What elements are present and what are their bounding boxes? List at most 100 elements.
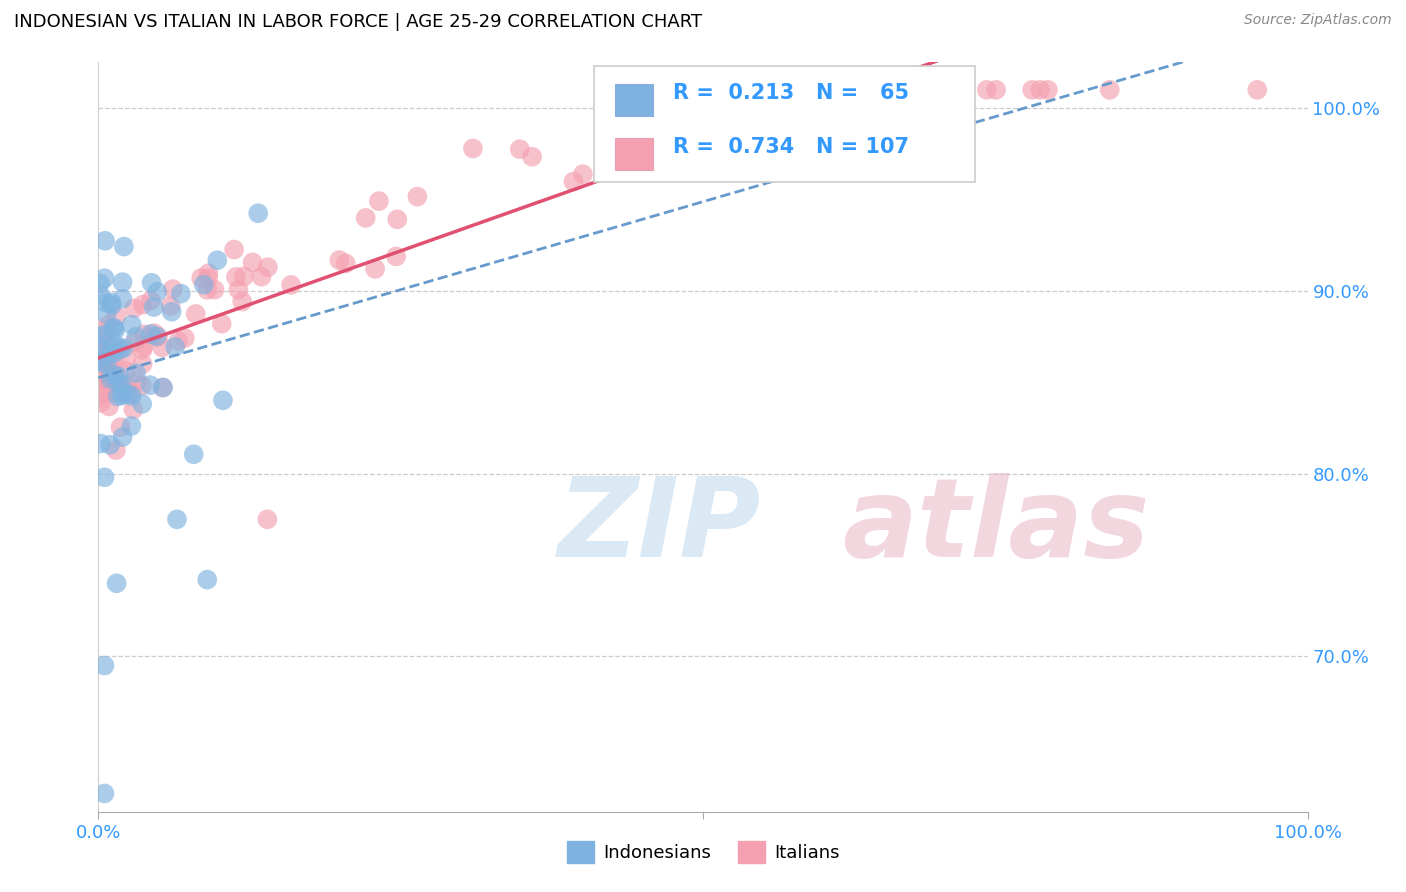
Point	[766, 83, 789, 97]
Point	[142, 300, 165, 314]
Point	[90, 354, 112, 368]
Point	[228, 283, 250, 297]
Point	[93, 327, 115, 342]
Point	[150, 341, 173, 355]
Point	[111, 430, 134, 444]
Point	[103, 321, 125, 335]
Point	[107, 389, 129, 403]
Point	[387, 212, 409, 227]
Point	[104, 349, 127, 363]
Point	[117, 387, 139, 401]
Point	[90, 396, 112, 410]
Point	[165, 340, 187, 354]
Point	[738, 83, 761, 97]
Point	[101, 341, 124, 355]
Point	[132, 339, 155, 353]
Point	[124, 335, 146, 350]
Point	[159, 299, 181, 313]
Point	[721, 83, 744, 97]
FancyBboxPatch shape	[595, 66, 976, 182]
Point	[1029, 83, 1052, 97]
Point	[197, 266, 219, 280]
Point	[152, 381, 174, 395]
Point	[661, 132, 683, 146]
Point	[887, 83, 910, 97]
Point	[94, 366, 117, 380]
Point	[1021, 83, 1043, 97]
Point	[166, 512, 188, 526]
Point	[93, 470, 115, 484]
Point	[204, 283, 226, 297]
Point	[121, 389, 143, 403]
Point	[111, 378, 134, 392]
Point	[520, 150, 543, 164]
Point	[101, 384, 124, 398]
Point	[121, 386, 143, 401]
Point	[385, 249, 408, 263]
Point	[111, 275, 134, 289]
Point	[328, 253, 350, 268]
Point	[93, 376, 115, 390]
Text: R =  0.734   N = 107: R = 0.734 N = 107	[672, 137, 908, 157]
Point	[621, 83, 644, 97]
Point	[364, 261, 387, 276]
Point	[110, 379, 132, 393]
Point	[107, 385, 129, 400]
Point	[122, 301, 145, 316]
Point	[152, 380, 174, 394]
Point	[107, 374, 129, 388]
Point	[197, 271, 219, 285]
Point	[112, 239, 135, 253]
Point	[131, 378, 153, 392]
Point	[125, 330, 148, 344]
Point	[96, 307, 118, 321]
Point	[212, 393, 235, 408]
Point	[633, 125, 655, 139]
Point	[101, 298, 124, 312]
Point	[100, 372, 122, 386]
Point	[145, 329, 167, 343]
Point	[173, 331, 195, 345]
Point	[90, 354, 112, 368]
Point	[104, 443, 127, 458]
Point	[354, 211, 377, 225]
Point	[96, 322, 118, 336]
Point	[97, 357, 120, 371]
Point	[690, 83, 713, 97]
Point	[681, 83, 703, 97]
Point	[143, 326, 166, 340]
Point	[103, 368, 125, 382]
Point	[132, 298, 155, 312]
Point	[98, 438, 121, 452]
Point	[112, 386, 135, 401]
Bar	[614, 138, 654, 169]
Point	[162, 282, 184, 296]
Point	[250, 269, 273, 284]
Legend: Indonesians, Italians: Indonesians, Italians	[560, 834, 846, 870]
Point	[976, 83, 998, 97]
Point	[97, 318, 120, 332]
Point	[368, 194, 391, 208]
Point	[195, 573, 218, 587]
Text: atlas: atlas	[842, 474, 1150, 581]
Bar	[614, 84, 654, 116]
Point	[1246, 83, 1268, 97]
Point	[280, 277, 302, 292]
Point	[114, 364, 136, 378]
Point	[242, 255, 264, 269]
Point	[96, 343, 118, 358]
Point	[509, 142, 531, 156]
Point	[115, 351, 138, 365]
Point	[160, 304, 183, 318]
Point	[90, 384, 112, 399]
Point	[257, 260, 280, 275]
Point	[139, 378, 162, 392]
Point	[146, 329, 169, 343]
Point	[183, 447, 205, 461]
Point	[104, 366, 127, 380]
Point	[90, 345, 112, 359]
Point	[101, 321, 124, 335]
Point	[661, 83, 683, 97]
Point	[98, 359, 121, 374]
Point	[105, 576, 128, 591]
